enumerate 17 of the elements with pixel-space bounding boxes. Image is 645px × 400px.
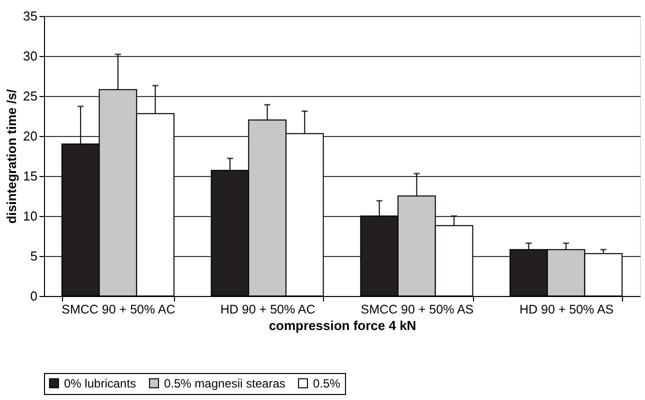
y-tick-label: 5 [30, 248, 38, 264]
y-tick-label: 25 [23, 88, 38, 104]
y-tick-label: 20 [23, 128, 38, 144]
x-tick-label: SMCC 90 + 50% AS [360, 302, 474, 316]
x-axis-title: compression force 4 kN [268, 318, 416, 333]
x-tick-label: SMCC 90 + 50% AC [62, 302, 176, 316]
x-tick-label: HD 90 + 50% AC [220, 302, 316, 316]
y-tick-label: 35 [23, 8, 38, 24]
y-axis-title: disintegration time /s/ [4, 88, 20, 224]
legend-label: 0.5% [313, 376, 341, 390]
y-tick-label: 10 [23, 208, 38, 224]
legend-label: 0.5% magnesii stearas [164, 376, 286, 390]
y-tick-label: 30 [23, 48, 38, 64]
x-tick-label: HD 90 + 50% AS [519, 302, 614, 316]
legend-label: 0% lubricants [64, 376, 136, 390]
y-tick-label: 15 [23, 168, 38, 184]
y-tick-label: 0 [30, 288, 38, 304]
